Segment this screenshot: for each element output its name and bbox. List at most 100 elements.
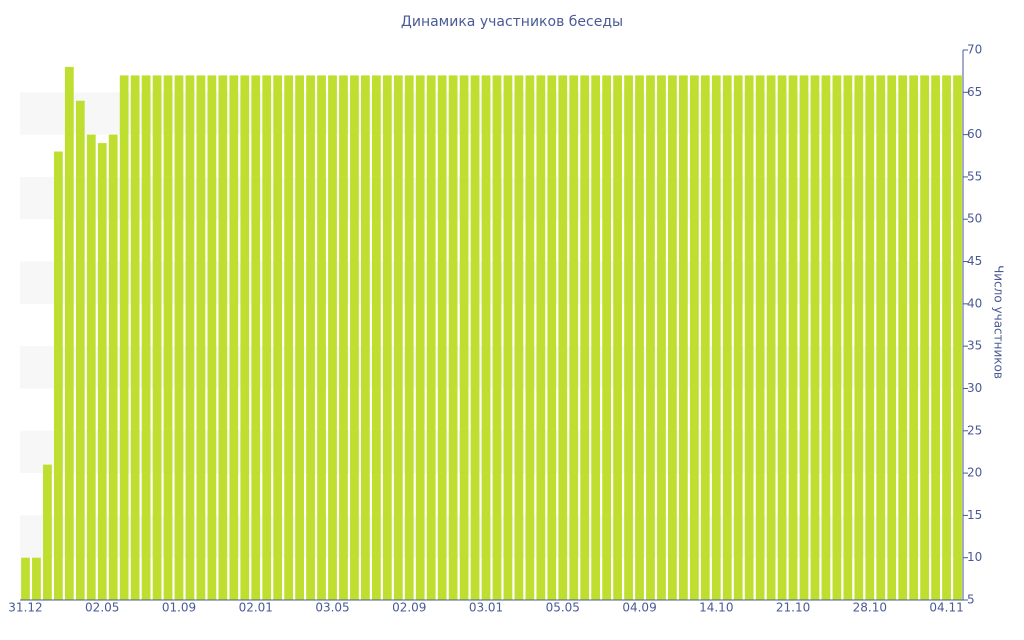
bar (547, 75, 557, 600)
bar (788, 75, 798, 600)
bar (130, 75, 140, 600)
bar (97, 143, 107, 601)
bar (207, 75, 217, 600)
bar (43, 464, 52, 600)
x-tick-label: 04.09 (622, 601, 656, 615)
bar (163, 75, 173, 600)
bar (448, 75, 458, 600)
bar (32, 557, 41, 600)
x-tick-label: 28.10 (853, 601, 887, 615)
bar (602, 75, 612, 600)
x-tick-label: 21.10 (776, 601, 810, 615)
y-tick-label: 30 (967, 381, 982, 395)
x-tick-label: 03.01 (469, 601, 503, 615)
x-tick-label: 04.11 (929, 601, 963, 615)
bar (755, 75, 765, 600)
bar (777, 75, 787, 600)
y-tick-label: 20 (967, 466, 982, 480)
bar (86, 134, 96, 600)
bar (306, 75, 315, 600)
bar (832, 75, 842, 600)
bar (21, 557, 30, 600)
y-tick-label: 40 (967, 296, 982, 310)
bar (53, 151, 63, 601)
bar (876, 75, 886, 600)
bar (75, 100, 85, 601)
bar (931, 75, 940, 600)
bar (240, 75, 250, 600)
bar (481, 75, 491, 600)
bar (821, 75, 831, 600)
bar (295, 75, 304, 600)
bar (580, 75, 590, 600)
bar (229, 75, 239, 600)
bar (898, 75, 908, 600)
chart-title: Динамика участников беседы (401, 14, 623, 30)
y-tick-label: 70 (967, 43, 982, 57)
bar (613, 75, 622, 600)
x-tick-label: 03.05 (315, 601, 349, 615)
bar (284, 75, 294, 600)
bar (942, 75, 951, 600)
bar (492, 75, 502, 600)
bar (624, 75, 633, 600)
bar (766, 75, 776, 600)
bar (799, 75, 809, 600)
x-tick-label: 02.05 (85, 601, 119, 615)
bar (361, 75, 370, 600)
bar (657, 75, 666, 600)
bar (953, 75, 962, 600)
bar (371, 75, 381, 600)
bar (700, 75, 710, 600)
bar (382, 75, 392, 600)
bar (262, 75, 272, 600)
bar (558, 75, 568, 600)
bar (317, 75, 326, 600)
bar (525, 75, 535, 600)
bar (711, 75, 721, 600)
bar (722, 75, 732, 600)
bar (679, 75, 688, 600)
bar (426, 75, 436, 600)
bar (119, 75, 129, 600)
bar (591, 75, 601, 600)
x-tick-label: 01.09 (162, 601, 196, 615)
bar (251, 75, 261, 600)
bar (854, 75, 864, 600)
y-tick-label: 5 (967, 593, 975, 607)
y-tick-label: 45 (967, 254, 982, 268)
bar (64, 66, 74, 600)
bar (415, 75, 425, 600)
bar (141, 75, 151, 600)
bar (470, 75, 480, 600)
bar (437, 75, 447, 600)
bar (196, 75, 206, 600)
bar (810, 75, 820, 600)
bar (174, 75, 184, 600)
y-tick-label: 15 (967, 508, 982, 522)
x-tick-label: 02.01 (239, 601, 273, 615)
y-tick-label: 50 (967, 212, 982, 226)
y-tick-label: 35 (967, 339, 982, 353)
bar (843, 75, 853, 600)
y-tick-label: 65 (967, 85, 982, 99)
bar (536, 75, 546, 600)
bar (393, 75, 403, 600)
bar (646, 75, 655, 600)
bar (152, 75, 162, 600)
bar (909, 75, 919, 600)
bar (273, 75, 283, 600)
bar (865, 75, 875, 600)
bar (218, 75, 228, 600)
y-tick-label: 10 (967, 550, 982, 564)
x-tick-label: 31.12 (8, 601, 42, 615)
bar (744, 75, 754, 600)
y-axis-label: Число участников (992, 265, 1006, 379)
bar (185, 75, 195, 600)
bar (887, 75, 897, 600)
x-tick-label: 05.05 (546, 601, 580, 615)
bar (920, 75, 930, 600)
bar (668, 75, 677, 600)
bar (404, 75, 414, 600)
